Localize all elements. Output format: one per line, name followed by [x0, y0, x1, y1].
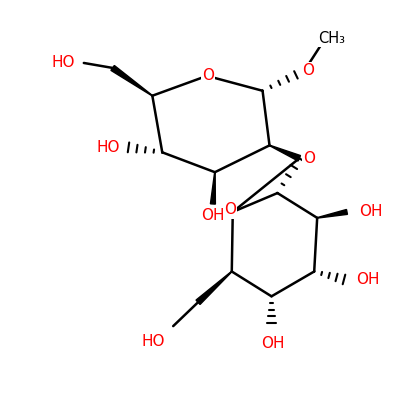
- Text: O: O: [302, 64, 314, 78]
- Polygon shape: [210, 172, 215, 204]
- Text: HO: HO: [142, 334, 165, 348]
- Polygon shape: [317, 210, 348, 218]
- Text: O: O: [303, 151, 315, 166]
- Polygon shape: [270, 145, 300, 161]
- Text: O: O: [202, 68, 214, 83]
- Polygon shape: [111, 66, 152, 96]
- Text: HO: HO: [51, 56, 75, 70]
- Text: HO: HO: [97, 140, 120, 155]
- Text: OH: OH: [261, 336, 284, 350]
- Text: CH₃: CH₃: [318, 31, 346, 46]
- Polygon shape: [196, 271, 232, 304]
- Text: OH: OH: [356, 272, 380, 287]
- Text: OH: OH: [359, 204, 382, 220]
- Text: OH: OH: [201, 208, 225, 223]
- Text: O: O: [224, 202, 236, 218]
